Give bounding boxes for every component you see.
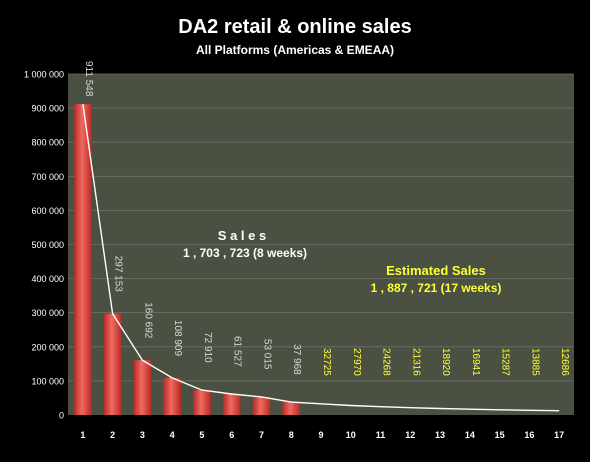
x-tick-label: 6 <box>229 430 234 440</box>
estimated-data-label: 13885 <box>529 348 540 376</box>
x-tick-label: 3 <box>140 430 145 440</box>
y-tick-label: 0 <box>59 411 64 421</box>
data-labels: 911 548 297 153 160 692 108 909 72 910 61 527… <box>83 61 570 376</box>
bars <box>74 104 300 415</box>
trend-line <box>82 104 560 412</box>
data-label: 108 909 <box>172 320 183 357</box>
y-tick-label: 600 000 <box>31 206 64 216</box>
estimated-data-label: 18920 <box>440 348 451 376</box>
y-tick-label: 300 000 <box>31 308 64 318</box>
chart-subtitle: All Platforms (Americas & EMEAA) <box>196 43 394 57</box>
data-label: 53 015 <box>262 339 273 370</box>
y-tick-label: 100 000 <box>31 376 64 386</box>
x-tick-label: 16 <box>524 430 534 440</box>
estimated-data-label: 27970 <box>351 348 362 376</box>
data-label: 160 692 <box>142 302 153 339</box>
estimated-data-label: 21316 <box>410 348 421 376</box>
data-label: 72 910 <box>202 332 213 363</box>
x-tick-label: 4 <box>170 430 175 440</box>
y-tick-label: 700 000 <box>31 172 64 182</box>
bar <box>282 402 300 415</box>
x-tick-label: 14 <box>465 430 475 440</box>
estimated-data-label: 12686 <box>559 348 570 376</box>
estimated-data-label: 16941 <box>470 348 481 376</box>
sales-annotation-value: 1 , 703 , 723 (8 weeks) <box>183 246 307 260</box>
x-tick-label: 2 <box>110 430 115 440</box>
x-tick-label: 7 <box>259 430 264 440</box>
data-label: 297 153 <box>113 256 124 293</box>
x-tick-label: 12 <box>405 430 415 440</box>
y-axis: 0 100 000 200 000 300 000 400 000 500 000 600 … <box>24 70 64 421</box>
estimated-data-label: 15287 <box>500 348 511 376</box>
bar <box>222 394 241 415</box>
gridlines <box>68 73 574 382</box>
estimated-annotation-value: 1 , 887 , 721 (17 weeks) <box>371 281 502 295</box>
estimated-annotation-title: Estimated Sales <box>386 263 486 278</box>
estimated-data-label: 24268 <box>381 348 392 376</box>
y-tick-label: 800 000 <box>31 138 64 148</box>
data-label: 37 968 <box>291 344 302 375</box>
y-tick-label: 1 000 000 <box>24 70 64 80</box>
y-tick-label: 900 000 <box>31 104 64 114</box>
estimated-data-label: 32725 <box>321 348 332 376</box>
x-tick-label: 11 <box>376 430 386 440</box>
x-tick-label: 9 <box>318 430 323 440</box>
x-tick-label: 10 <box>346 430 356 440</box>
x-tick-label: 8 <box>289 430 294 440</box>
chart-title: DA2 retail & online sales <box>178 16 411 38</box>
bar <box>193 390 211 415</box>
data-label: 911 548 <box>83 61 94 97</box>
bar <box>133 360 152 415</box>
data-label: 61 527 <box>232 336 243 367</box>
y-tick-label: 200 000 <box>31 342 64 352</box>
bar <box>252 396 271 415</box>
x-tick-label: 15 <box>495 430 505 440</box>
y-tick-label: 400 000 <box>31 274 64 284</box>
x-tick-label: 5 <box>199 430 204 440</box>
x-tick-label: 17 <box>554 430 564 440</box>
x-tick-label: 1 <box>80 430 85 440</box>
bar <box>163 377 181 415</box>
x-tick-label: 13 <box>435 430 445 440</box>
sales-annotation-title: S a l e s <box>218 228 266 243</box>
bar <box>103 313 122 415</box>
x-axis: 1 2 3 4 5 6 7 8 9 10 11 12 13 14 15 16 17 <box>80 430 564 440</box>
bar <box>74 104 92 415</box>
y-tick-label: 500 000 <box>31 240 64 250</box>
